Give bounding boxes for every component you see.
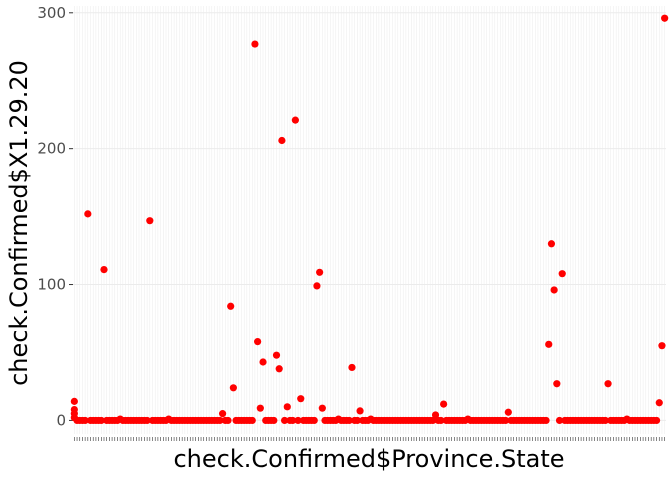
data-point [348, 363, 356, 372]
data-point [661, 14, 669, 22]
y-tick-label: 300 [37, 4, 66, 22]
data-point [254, 338, 262, 346]
y-axis-title: check.Confirmed$X1.29.20 [5, 60, 33, 386]
data-point [316, 268, 324, 276]
data-point [256, 404, 264, 412]
data-point [313, 282, 321, 290]
x-axis-ticks [74, 437, 665, 441]
data-point [229, 384, 237, 392]
data-point [81, 416, 89, 425]
data-point [251, 40, 259, 48]
data-point [291, 116, 299, 124]
data-point [275, 365, 283, 373]
data-point [162, 416, 170, 425]
data-point [289, 416, 297, 425]
data-point [655, 399, 663, 407]
data-point [437, 416, 445, 425]
plot-panel [73, 6, 666, 434]
data-point [504, 408, 512, 416]
data-point [272, 351, 281, 359]
data-point [542, 416, 550, 425]
data-point [113, 416, 122, 425]
data-point [658, 342, 666, 350]
y-axis-ticks: 0 100 200 300 [37, 4, 73, 429]
data-point [332, 416, 340, 425]
data-point [429, 416, 437, 425]
data-point [146, 217, 154, 225]
y-tick-label: 0 [56, 411, 66, 429]
data-point [224, 416, 232, 425]
data-point [100, 265, 108, 274]
x-axis-title: check.Confirmed$Province.State [173, 445, 564, 473]
data-point [259, 358, 267, 366]
data-point [356, 407, 364, 415]
y-tick-label: 100 [37, 276, 66, 294]
data-point [143, 416, 151, 425]
data-point [278, 136, 286, 145]
data-point [652, 416, 661, 425]
data-point [353, 416, 361, 425]
data-point [280, 416, 289, 425]
x-gridlines [74, 6, 665, 434]
data-point [218, 410, 227, 418]
data-point [84, 210, 92, 218]
data-point [318, 404, 326, 412]
data-point [216, 416, 224, 425]
data-point [620, 416, 628, 425]
data-point [461, 416, 469, 425]
data-point [283, 403, 291, 411]
data-point [294, 416, 302, 425]
data-point [440, 400, 448, 408]
data-point [345, 416, 353, 425]
data-point [558, 270, 566, 278]
data-point [70, 397, 78, 405]
data-point [502, 416, 510, 425]
data-point [555, 416, 564, 425]
data-point [604, 380, 612, 388]
data-point [364, 416, 372, 425]
data-point [297, 395, 305, 403]
data-point [545, 340, 553, 348]
data-point [547, 240, 556, 248]
data-point [550, 286, 558, 294]
data-point [97, 416, 105, 425]
y-tick-label: 200 [37, 140, 66, 158]
data-points [70, 14, 669, 425]
data-point [310, 416, 318, 425]
data-point [601, 416, 609, 425]
data-point [431, 411, 440, 419]
data-point [248, 416, 256, 425]
data-point [553, 380, 561, 388]
data-point [270, 416, 278, 425]
data-point [227, 302, 235, 310]
